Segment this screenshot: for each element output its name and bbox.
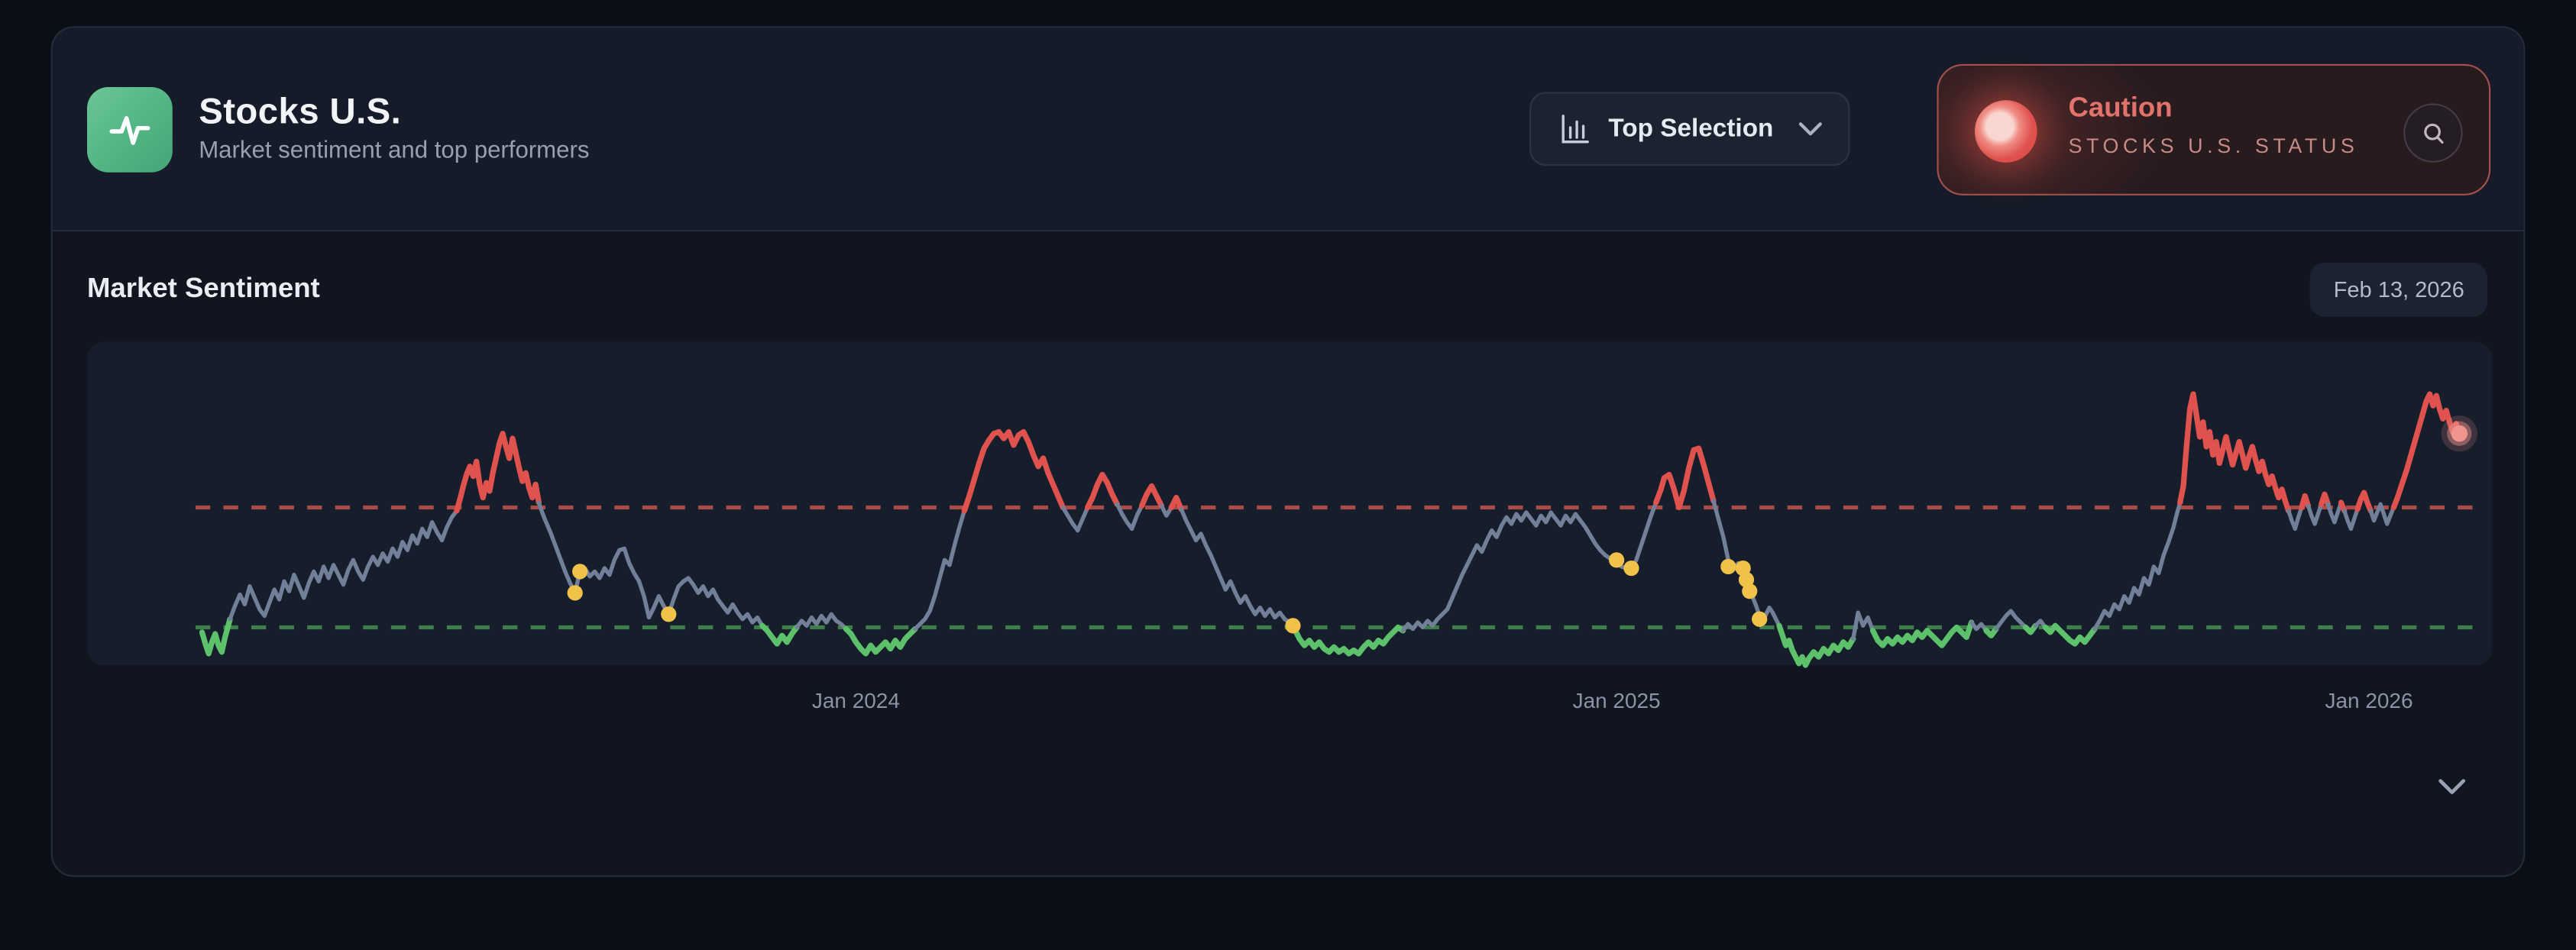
pulse-icon [105,105,155,155]
status-dot-icon [1974,100,2037,163]
status-subtitle: STOCKS U.S. STATUS [2068,134,2359,158]
top-selection-label: Top Selection [1608,114,1774,143]
search-icon [2421,121,2445,145]
page-title: Stocks U.S. [199,90,402,132]
chart-panel [86,341,2493,665]
chevron-down-icon [2437,777,2465,796]
section-title: Market Sentiment [86,272,320,304]
search-button[interactable] [2403,103,2463,163]
x-axis-tick-label: Jan 2026 [2325,689,2413,712]
app-logo [86,86,173,173]
status-pill[interactable]: Caution STOCKS U.S. STATUS [1937,63,2491,195]
status-title: Caution [2068,92,2173,124]
top-selection-button[interactable]: Top Selection [1529,92,1851,166]
status-texts: Caution STOCKS U.S. STATUS [2068,90,2358,157]
chevron-down-icon [1799,121,1823,136]
x-axis-tick-label: Jan 2024 [812,689,900,712]
x-axis-tick-label: Jan 2025 [1573,689,1661,712]
header-titles: Stocks U.S. Market sentiment and top per… [199,90,589,164]
page-subtitle: Market sentiment and top performers [199,137,590,165]
bar-chart-icon [1558,111,1592,146]
stocks-card: Stocks U.S. Market sentiment and top per… [50,26,2526,877]
expand-button[interactable] [2432,771,2471,803]
card-header: Stocks U.S. Market sentiment and top per… [52,27,2524,232]
date-badge: Feb 13, 2026 [2310,263,2487,318]
market-sentiment-chart[interactable]: Jan 2024 Jan 2025 Jan 2026 [87,341,2492,735]
